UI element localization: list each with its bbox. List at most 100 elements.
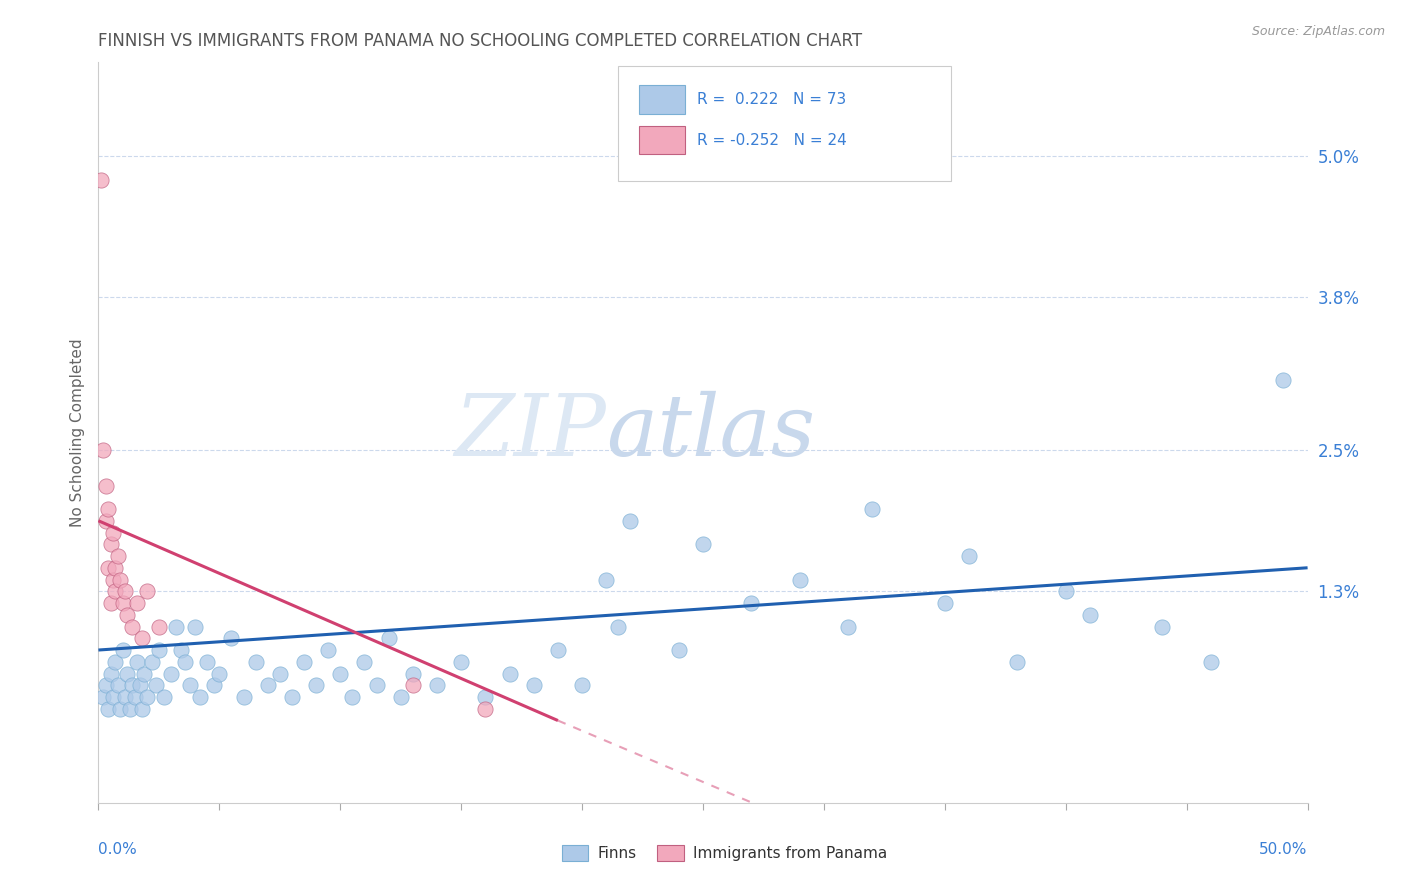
Point — [1272, 373, 1295, 387]
Point — [329, 666, 352, 681]
Point — [101, 525, 124, 540]
Point — [100, 596, 122, 610]
Text: R =  0.222   N = 73: R = 0.222 N = 73 — [697, 92, 846, 107]
Point — [195, 655, 218, 669]
Point — [1078, 607, 1101, 622]
Point — [668, 643, 690, 657]
Point — [127, 655, 149, 669]
Point — [208, 666, 231, 681]
Point — [97, 502, 120, 516]
Point — [118, 702, 141, 716]
Point — [97, 561, 120, 575]
Point — [121, 678, 143, 692]
Point — [595, 573, 617, 587]
Point — [342, 690, 364, 704]
Text: atlas: atlas — [606, 392, 815, 474]
Point — [91, 690, 114, 704]
Point — [131, 702, 153, 716]
Point — [402, 666, 425, 681]
Point — [101, 573, 124, 587]
Point — [94, 678, 117, 692]
Point — [114, 690, 136, 704]
Point — [498, 666, 520, 681]
Point — [117, 607, 139, 622]
Point — [100, 666, 122, 681]
Text: FINNISH VS IMMIGRANTS FROM PANAMA NO SCHOOLING COMPLETED CORRELATION CHART: FINNISH VS IMMIGRANTS FROM PANAMA NO SCH… — [98, 32, 862, 50]
Point — [134, 666, 156, 681]
Point — [232, 690, 254, 704]
Text: 50.0%: 50.0% — [1260, 842, 1308, 856]
Point — [860, 502, 883, 516]
Point — [837, 619, 859, 633]
Text: 0.0%: 0.0% — [98, 842, 138, 856]
Point — [619, 514, 641, 528]
Y-axis label: No Schooling Completed: No Schooling Completed — [69, 338, 84, 527]
Point — [108, 573, 131, 587]
Point — [117, 666, 139, 681]
Point — [740, 596, 762, 610]
Point — [165, 619, 187, 633]
Point — [1152, 619, 1174, 633]
Point — [1199, 655, 1222, 669]
Point — [389, 690, 412, 704]
Point — [124, 690, 146, 704]
Text: ZIP: ZIP — [454, 392, 606, 474]
Point — [1007, 655, 1029, 669]
Point — [426, 678, 449, 692]
Point — [269, 666, 291, 681]
Point — [90, 173, 112, 187]
Point — [152, 690, 174, 704]
Bar — [561, 845, 588, 862]
Point — [94, 514, 117, 528]
Point — [135, 584, 157, 599]
Point — [111, 596, 134, 610]
Point — [957, 549, 980, 563]
Point — [188, 690, 211, 704]
Point — [104, 655, 127, 669]
Bar — [638, 86, 685, 113]
Point — [402, 678, 425, 692]
FancyBboxPatch shape — [619, 66, 950, 181]
Point — [221, 632, 243, 646]
Bar — [638, 126, 685, 154]
Point — [474, 690, 496, 704]
Point — [107, 678, 129, 692]
Point — [692, 537, 714, 551]
Point — [571, 678, 593, 692]
Point — [141, 655, 163, 669]
Text: Immigrants from Panama: Immigrants from Panama — [693, 846, 887, 861]
Point — [104, 584, 127, 599]
Text: Finns: Finns — [598, 846, 637, 861]
Point — [127, 596, 149, 610]
Point — [184, 619, 207, 633]
Point — [94, 478, 117, 492]
Text: R = -0.252   N = 24: R = -0.252 N = 24 — [697, 133, 846, 148]
Point — [174, 655, 197, 669]
Point — [97, 702, 120, 716]
Point — [377, 632, 399, 646]
Point — [101, 690, 124, 704]
Point — [305, 678, 328, 692]
Point — [256, 678, 278, 692]
Point — [111, 643, 134, 657]
Bar — [657, 845, 683, 862]
Point — [104, 561, 127, 575]
Point — [281, 690, 304, 704]
Point — [607, 619, 630, 633]
Point — [160, 666, 183, 681]
Point — [316, 643, 339, 657]
Point — [169, 643, 191, 657]
Point — [1054, 584, 1077, 599]
Point — [121, 619, 143, 633]
Point — [353, 655, 375, 669]
Point — [179, 678, 201, 692]
Point — [789, 573, 811, 587]
Point — [148, 643, 170, 657]
Point — [131, 632, 153, 646]
Text: Source: ZipAtlas.com: Source: ZipAtlas.com — [1251, 25, 1385, 38]
Point — [145, 678, 167, 692]
Point — [148, 619, 170, 633]
Point — [547, 643, 569, 657]
Point — [245, 655, 267, 669]
Point — [135, 690, 157, 704]
